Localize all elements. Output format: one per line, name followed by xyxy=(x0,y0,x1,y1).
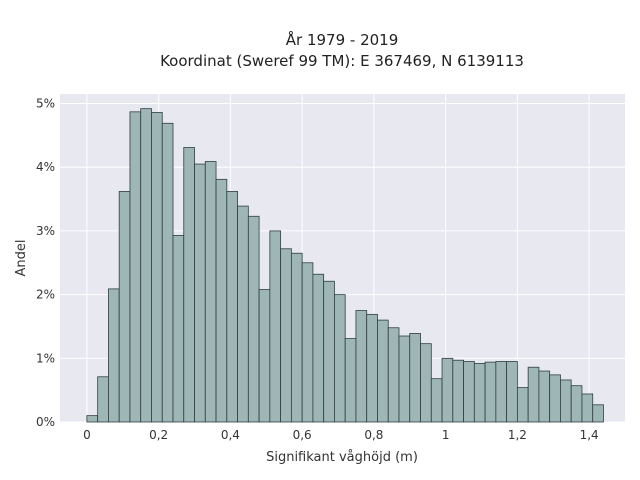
chart-title-line-1: År 1979 - 2019 xyxy=(286,30,399,49)
histogram-bar xyxy=(215,178,228,423)
histogram-bar xyxy=(183,147,195,423)
histogram-bar xyxy=(129,111,142,423)
histogram-bar xyxy=(172,234,185,423)
histogram-bar xyxy=(549,374,561,423)
histogram-bar xyxy=(194,163,206,423)
x-tick-label: 0,8 xyxy=(364,428,383,442)
histogram-bar xyxy=(323,280,335,423)
histogram-bar xyxy=(226,191,238,423)
histogram-bar xyxy=(344,338,357,423)
histogram-bar xyxy=(463,361,475,423)
histogram-bar xyxy=(377,319,389,423)
histogram-bar xyxy=(280,248,292,423)
histogram-bar xyxy=(473,363,486,423)
x-tick-label: 0 xyxy=(83,428,91,442)
chart-title-line-2: Koordinat (Sweref 99 TM): E 367469, N 61… xyxy=(160,52,524,70)
x-axis-label: Signifikant våghöjd (m) xyxy=(266,450,418,465)
histogram-bar xyxy=(237,205,249,423)
histogram-bar xyxy=(97,376,109,423)
y-axis-label: Andel xyxy=(14,240,29,277)
histogram-bar xyxy=(484,361,497,423)
histogram-bar xyxy=(527,366,540,423)
histogram-bar xyxy=(430,378,443,423)
histogram-bar xyxy=(506,361,518,423)
x-tick-label: 1,2 xyxy=(508,428,527,442)
histogram-bar xyxy=(118,191,131,423)
y-tick-label: 5% xyxy=(36,97,55,111)
histogram-bar xyxy=(570,385,583,423)
histogram-bar xyxy=(108,288,120,423)
histogram-bar xyxy=(161,122,174,423)
histogram-bar xyxy=(355,310,368,423)
histogram-bar xyxy=(441,357,454,423)
histogram-bar xyxy=(592,404,604,423)
histogram-bar xyxy=(290,252,303,423)
x-tick-label: 1,4 xyxy=(580,428,599,442)
histogram-bar xyxy=(452,359,464,423)
histogram-bar xyxy=(538,370,551,423)
histogram-bar xyxy=(312,273,325,423)
histogram-bar xyxy=(334,294,346,423)
x-tick-label: 0,4 xyxy=(221,428,240,442)
x-tick-label: 0,2 xyxy=(149,428,168,442)
histogram-bar xyxy=(560,379,572,423)
histogram-bar xyxy=(204,161,217,423)
x-tick-label: 0,6 xyxy=(293,428,312,442)
x-axis-ticks: 0 0,2 0,4 0,6 0,8 1 1,2 1,4 xyxy=(83,428,599,442)
y-tick-label: 4% xyxy=(36,160,55,174)
histogram-bar xyxy=(409,333,421,423)
histogram-bar xyxy=(366,313,378,423)
histogram-bar xyxy=(398,335,411,423)
histogram-bar xyxy=(269,230,282,423)
bars xyxy=(86,108,604,423)
y-tick-label: 0% xyxy=(36,415,55,429)
histogram-bar xyxy=(495,361,508,423)
histogram-bar xyxy=(516,387,529,423)
y-axis-ticks: 0% 1% 2% 3% 4% 5% xyxy=(36,97,55,429)
histogram-bar xyxy=(581,393,594,423)
histogram-bar xyxy=(420,343,432,423)
histogram-bar xyxy=(301,262,314,423)
histogram-bar xyxy=(86,415,99,423)
y-tick-label: 1% xyxy=(36,351,55,365)
y-tick-label: 2% xyxy=(36,288,55,302)
histogram-bar xyxy=(387,327,400,423)
histogram-bar xyxy=(140,108,152,423)
histogram-bar xyxy=(151,112,163,423)
histogram-bar xyxy=(247,215,260,423)
y-tick-label: 3% xyxy=(36,224,55,238)
histogram-bar xyxy=(258,289,271,423)
x-tick-label: 1 xyxy=(442,428,450,442)
